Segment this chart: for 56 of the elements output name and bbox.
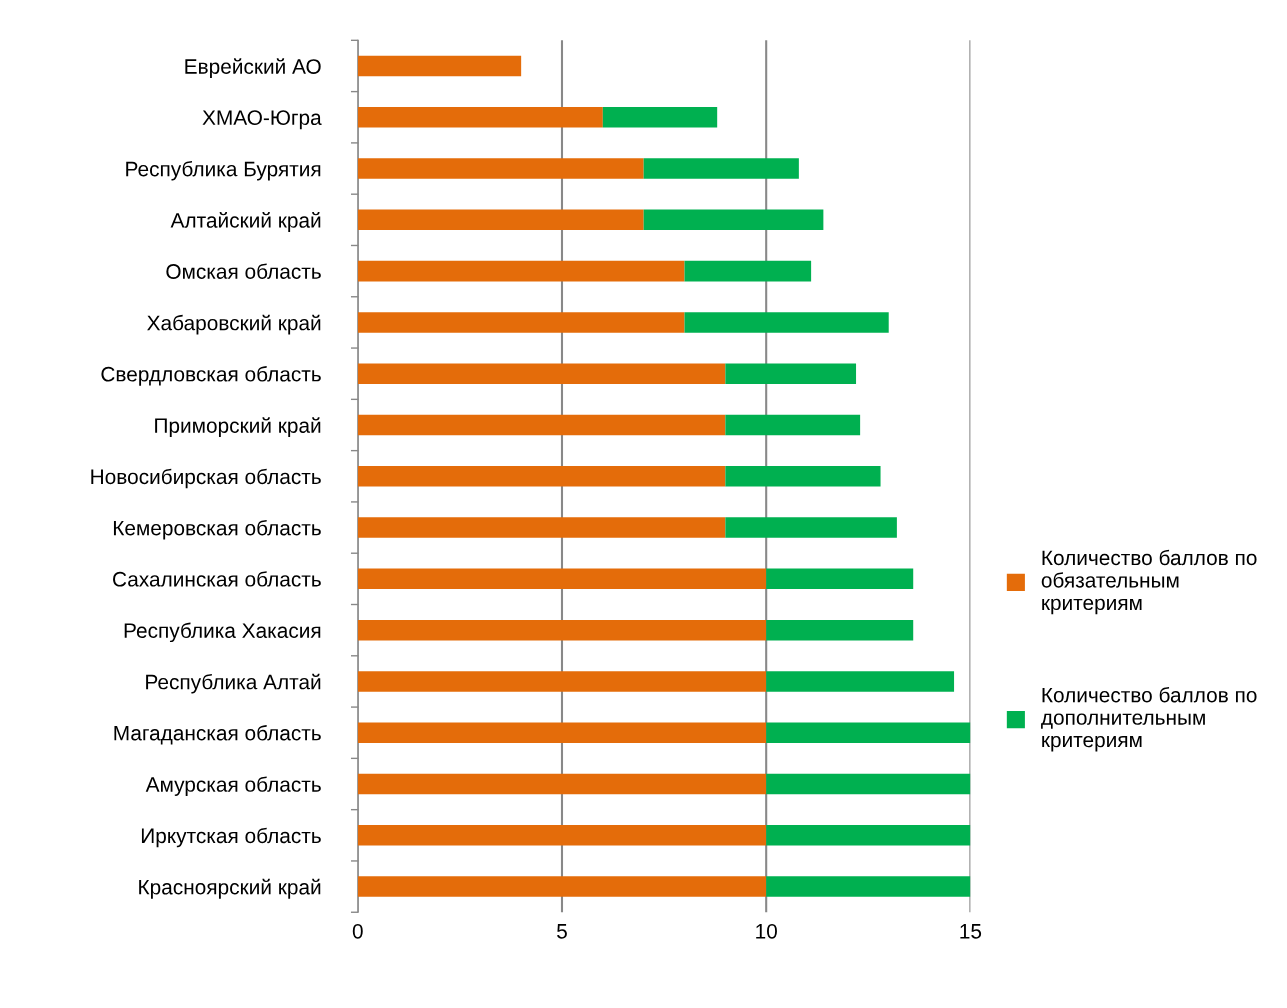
x-tick-label: 5: [557, 924, 567, 939]
bar: [357, 363, 726, 384]
bar: [357, 722, 767, 743]
bar: [766, 722, 971, 743]
y-tick-label: Республика Алтай: [146, 673, 321, 694]
bar: [766, 825, 971, 846]
bar: [684, 312, 889, 333]
bar: [357, 517, 726, 538]
bar: [357, 312, 685, 333]
x-tick-label: 10: [756, 923, 777, 939]
bar: [357, 209, 644, 231]
bar: [357, 158, 644, 179]
bar: [357, 671, 767, 692]
y-tick-label: Свердловская область: [101, 366, 321, 386]
bar: [766, 671, 955, 692]
bar: [725, 466, 881, 487]
bar: [357, 55, 522, 77]
bar: [357, 876, 767, 897]
legend-label: Количество баллов по обязательным критериям: [1041, 549, 1257, 615]
y-tick-label: Республика Хакасия: [124, 622, 321, 643]
bar: [725, 414, 861, 436]
y-tick-label: Алтайский край: [170, 212, 321, 232]
y-tick-label: Красноярский край: [139, 878, 321, 899]
y-tick-label: Кемеровская область: [113, 519, 321, 540]
bar: [357, 260, 685, 282]
bar: [766, 619, 914, 641]
x-tick-label: 0: [352, 923, 363, 939]
y-tick-label: Иркутская область: [141, 827, 321, 848]
bar: [357, 107, 603, 128]
y-tick-label: Амурская область: [145, 776, 321, 796]
y-tick-label: Новосибирская область: [91, 468, 321, 489]
y-tick-label: Хабаровский край: [147, 314, 321, 335]
y-tick-label: Магаданская область: [114, 725, 321, 745]
bar: [357, 825, 767, 846]
bar: [725, 517, 897, 538]
y-tick-label: ХМАО-Югра: [202, 110, 322, 130]
bar: [766, 876, 971, 897]
bar: [357, 414, 726, 436]
bar: [766, 568, 914, 590]
x-tick-label: 15: [960, 924, 982, 939]
bar: [602, 107, 718, 128]
y-tick-label: Омская область: [166, 263, 321, 279]
bar: [357, 466, 726, 487]
bar: [357, 619, 767, 641]
bar: [357, 568, 767, 590]
y-tick-label: Сахалинская область: [113, 571, 321, 587]
bar: [643, 158, 799, 179]
y-tick-label: Республика Бурятия: [126, 160, 321, 181]
bar: [684, 260, 812, 282]
bar: [357, 773, 767, 795]
bar: [643, 209, 824, 231]
y-tick-label: Приморский край: [155, 417, 321, 438]
legend-label: Количество баллов по дополнительным критериям: [1041, 686, 1257, 752]
bar: [725, 363, 857, 384]
bar: [766, 773, 971, 795]
y-tick-label: Еврейский АО: [185, 58, 321, 79]
